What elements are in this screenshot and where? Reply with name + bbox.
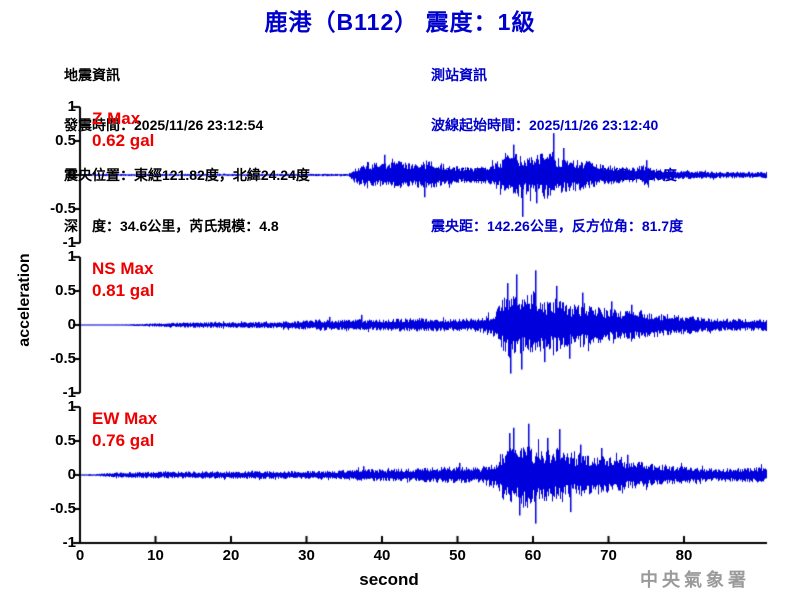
y-tick-label: 0 (67, 166, 76, 183)
x-tick-label: 0 (75, 547, 85, 564)
ns-channel-max-label: NS Max 0.81 gal (92, 258, 154, 302)
z-max-value: 0.62 gal (92, 131, 155, 150)
x-tick-label: 40 (373, 547, 391, 564)
ns-max-value: 0.81 gal (92, 281, 155, 300)
x-tick-label: 60 (524, 547, 542, 564)
y-tick-label: -1 (62, 384, 76, 401)
origin-time-line: 發震時間：2025/11/26 23:12:54 (64, 116, 264, 133)
epicentral-distance-line: 震央距：142.26公里，反方位角：81.7度 (431, 217, 684, 234)
y-tick-label: 0 (67, 466, 76, 483)
y-tick-label: 0 (67, 316, 76, 333)
agency-watermark: 中央氣象署 (640, 570, 750, 590)
x-tick-label: 80 (675, 547, 693, 564)
station-info-block: 測站資訊 波線起始時間：2025/11/26 23:12:40 測站位置：東經1… (431, 33, 683, 251)
y-tick-label: 0.5 (55, 132, 76, 149)
station-info-heading: 測站資訊 (431, 66, 487, 83)
y-tick-label: 1 (67, 98, 76, 115)
x-tick-label: 30 (298, 547, 315, 564)
y-tick-label: 0.5 (55, 432, 76, 449)
y-tick-label: 1 (67, 398, 76, 415)
ns-max-title: NS Max (92, 259, 154, 278)
depth-magnitude-line: 深 度：34.6公里，芮氏規模：4.8 (64, 217, 279, 234)
y-tick-label: -0.5 (50, 200, 76, 217)
page-title: 鹿港（B112） 震度：1級 (264, 9, 536, 35)
y-tick-label: -0.5 (50, 500, 76, 517)
x-tick-label: 50 (449, 547, 466, 564)
z-channel-max-label: Z Max 0.62 gal (92, 108, 154, 152)
station-location-line: 測站位置：東經120.43度，北緯24.06度 (431, 167, 677, 184)
earthquake-info-heading: 地震資訊 (64, 66, 120, 83)
x-tick-label: 20 (222, 547, 240, 564)
y-tick-label: 0.5 (55, 282, 76, 299)
z-max-title: Z Max (92, 109, 141, 128)
y-tick-label: -1 (62, 534, 76, 551)
y-tick-label: 1 (67, 248, 76, 265)
ew-channel-max-label: EW Max 0.76 gal (92, 408, 157, 452)
epicenter-location-line: 震央位置：東經121.82度，北緯24.24度 (64, 167, 310, 184)
x-tick-label: 10 (147, 547, 164, 564)
x-axis-label: second (359, 570, 419, 589)
y-tick-label: -0.5 (50, 350, 76, 367)
ew-max-title: EW Max (92, 409, 158, 428)
y-tick-label: -1 (62, 234, 76, 251)
earthquake-info-block: 地震資訊 發震時間：2025/11/26 23:12:54 震央位置：東經121… (64, 33, 310, 251)
ew-max-value: 0.76 gal (92, 431, 155, 450)
wave-start-time-line: 波線起始時間：2025/11/26 23:12:40 (431, 116, 659, 133)
x-tick-label: 70 (600, 547, 617, 564)
